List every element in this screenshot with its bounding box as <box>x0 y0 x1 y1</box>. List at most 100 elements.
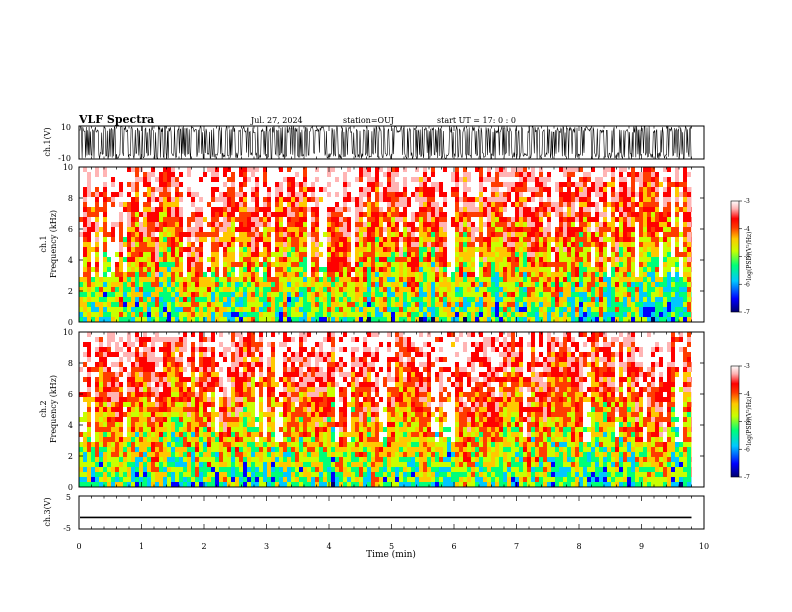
spectrogram-cell <box>131 172 135 177</box>
spectrogram-cell <box>291 237 295 242</box>
spectrogram-cell <box>411 297 415 302</box>
spectrogram-cell <box>283 232 287 237</box>
spectrogram-cell <box>651 232 655 237</box>
spectrogram-cell <box>83 427 87 432</box>
spectrogram-cell <box>523 282 527 287</box>
spectrogram-cell <box>83 357 87 362</box>
spectrogram-cell <box>555 257 559 262</box>
spectrogram-cell <box>491 267 495 272</box>
spectrogram-cell <box>251 177 255 182</box>
spectrogram-cell <box>331 242 335 247</box>
spectrogram-cell <box>451 197 455 202</box>
spectrogram-cell <box>623 257 627 262</box>
spectrogram-cell <box>527 302 531 307</box>
spectrogram-cell <box>395 267 399 272</box>
spectrogram-cell <box>95 277 99 282</box>
spectrogram-cell <box>119 242 123 247</box>
spectrogram-cell <box>79 167 83 172</box>
spectrogram-cell <box>667 237 671 242</box>
spectrogram-cell <box>663 257 667 262</box>
spectrogram-cell <box>255 257 259 262</box>
spectrogram-cell <box>639 257 643 262</box>
spectrogram-cell <box>263 177 267 182</box>
spectrogram-cell <box>547 202 551 207</box>
spectrogram-cell <box>155 287 159 292</box>
spectrogram-cell <box>79 237 83 242</box>
spectrogram-cell <box>651 172 655 177</box>
spectrogram-cell <box>339 312 343 317</box>
spectrogram-cell <box>523 227 527 232</box>
spectrogram-cell <box>279 207 283 212</box>
spectrogram-cell <box>643 302 647 307</box>
spectrogram-cell <box>119 247 123 252</box>
spectrogram-cell <box>431 307 435 312</box>
spectrogram-cell <box>183 167 187 172</box>
spectrogram-cell <box>283 307 287 312</box>
spectrogram-cell <box>483 177 487 182</box>
spectrogram-cell <box>615 292 619 297</box>
spectrogram-cell <box>163 272 167 277</box>
spectrogram-cell <box>387 282 391 287</box>
spectrogram-cell <box>687 247 691 252</box>
spectrogram-cell <box>291 307 295 312</box>
spectrogram-cell <box>215 172 219 177</box>
spectrogram-cell <box>427 217 431 222</box>
spectrogram-cell <box>163 302 167 307</box>
spectrogram-cell <box>527 192 531 197</box>
spectrogram-cell <box>239 237 243 242</box>
spectrogram-cell <box>303 232 307 237</box>
spectrogram-cell <box>475 292 479 297</box>
spectrogram-cell <box>79 252 83 257</box>
spectrogram-cell <box>675 217 679 222</box>
spectrogram-cell <box>179 207 183 212</box>
spectrogram-cell <box>355 307 359 312</box>
spectrogram-cell <box>503 182 507 187</box>
spectrogram-cell <box>139 187 143 192</box>
spectrogram-cell <box>439 312 443 317</box>
spectrogram-cell <box>223 252 227 257</box>
spectrogram-cell <box>595 292 599 297</box>
spectrogram-cell <box>551 172 555 177</box>
spectrogram-cell <box>391 212 395 217</box>
spectrogram-cell <box>343 197 347 202</box>
spectrogram-cell <box>295 182 299 187</box>
spectrogram-cell <box>247 267 251 272</box>
spectrogram-cell <box>363 282 367 287</box>
spectrogram-cell <box>351 242 355 247</box>
spectrogram-cell <box>107 192 111 197</box>
spectrogram-cell <box>291 272 295 277</box>
spectrogram-cell <box>591 242 595 247</box>
spectrogram-cell <box>563 272 567 277</box>
spectrogram-cell <box>579 297 583 302</box>
spectrogram-cell <box>311 257 315 262</box>
spectrogram-cell <box>179 257 183 262</box>
spectrogram-cell <box>99 477 103 482</box>
spectrogram-cell <box>479 282 483 287</box>
spectrogram-cell <box>651 297 655 302</box>
spectrogram-cell <box>87 242 91 247</box>
spectrogram-cell <box>679 237 683 242</box>
spectrogram-cell <box>659 292 663 297</box>
spectrogram-cell <box>295 247 299 252</box>
spectrogram-cell <box>243 302 247 307</box>
spectrogram-cell <box>575 192 579 197</box>
spectrogram-cell <box>603 177 607 182</box>
spectrogram-cell <box>243 197 247 202</box>
spectrogram-cell <box>499 267 503 272</box>
spectrogram-cell <box>583 267 587 272</box>
spectrogram-cell <box>155 292 159 297</box>
spectrogram-cell <box>347 297 351 302</box>
spectrogram-cell <box>651 287 655 292</box>
spectrogram-cell <box>119 182 123 187</box>
spectrogram-cell <box>291 172 295 177</box>
spectrogram-cell <box>99 297 103 302</box>
spectrogram-cell <box>343 277 347 282</box>
spectrogram-cell <box>407 177 411 182</box>
spectrogram-cell <box>267 257 271 262</box>
spectrogram-cell <box>603 277 607 282</box>
spectrogram-cell <box>195 202 199 207</box>
spectrogram-cell <box>431 217 435 222</box>
spectrogram-cell <box>543 272 547 277</box>
spectrogram-cell <box>539 277 543 282</box>
spectrogram-cell <box>511 227 515 232</box>
